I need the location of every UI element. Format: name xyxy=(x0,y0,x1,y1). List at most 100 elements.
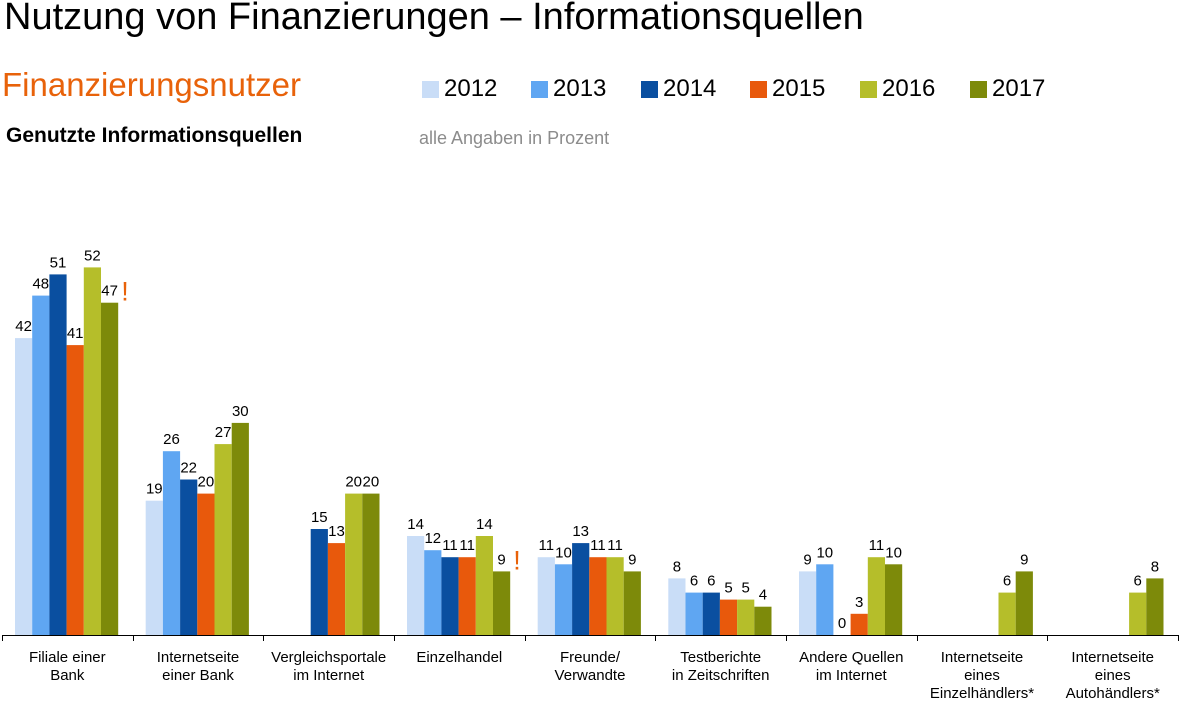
data-label-2013-cat4: 10 xyxy=(555,544,572,561)
bar-2016-cat0 xyxy=(83,267,101,635)
legend-item-2014: 2014 xyxy=(641,75,716,103)
data-label-2014-cat6: 0 xyxy=(838,615,846,632)
bar-2015-cat2 xyxy=(327,543,346,635)
subtitle: Finanzierungsnutzer xyxy=(2,66,301,103)
data-label-2016-cat1: 27 xyxy=(215,424,232,441)
legend-swatch-2016 xyxy=(860,80,877,98)
data-label-2017-cat7: 9 xyxy=(1020,551,1028,568)
data-label-2017-cat5: 4 xyxy=(759,587,767,604)
category-label-6: Andere Quellen im Internet xyxy=(799,649,903,684)
data-label-2012-cat4: 11 xyxy=(539,537,555,554)
data-label-2013-cat5: 6 xyxy=(690,573,698,590)
data-label-2015-cat5: 5 xyxy=(724,580,732,597)
data-label-2014-cat3: 11 xyxy=(442,537,458,554)
bar-2015-cat1 xyxy=(197,493,215,635)
category-label-7: Internetseite eines Einzelhändlers* xyxy=(930,649,1034,701)
data-label-2012-cat3: 14 xyxy=(407,516,424,533)
data-label-2017-cat1: 30 xyxy=(232,403,249,420)
data-label-2016-cat7: 6 xyxy=(1003,573,1011,590)
legend-item-2017: 2017 xyxy=(970,75,1045,103)
data-label-2013-cat6: 10 xyxy=(816,544,833,561)
legend-item-2015: 2015 xyxy=(750,75,825,103)
legend-label-2015: 2015 xyxy=(772,75,826,102)
data-label-2014-cat1: 22 xyxy=(180,460,197,477)
bar-2016-cat2 xyxy=(345,493,363,635)
data-label-2017-cat3: 9 xyxy=(497,551,505,568)
legend-swatch-2014 xyxy=(641,80,658,98)
bar-2016-cat4 xyxy=(606,557,624,635)
bar-2017-cat8 xyxy=(1146,578,1164,635)
bar-2012-cat4 xyxy=(537,557,555,635)
units-note: alle Angaben in Prozent xyxy=(419,128,610,148)
page-title: Nutzung von Finanzierungen – Information… xyxy=(4,0,864,38)
bar-2014-cat3 xyxy=(441,557,459,635)
alert-mark-0: ! xyxy=(121,277,129,307)
legend-item-2016: 2016 xyxy=(860,75,935,103)
data-label-2016-cat3: 14 xyxy=(476,516,493,533)
data-label-2015-cat0: 41 xyxy=(67,325,84,342)
data-label-2012-cat0: 42 xyxy=(15,318,32,335)
data-label-2016-cat5: 5 xyxy=(742,580,750,597)
data-label-2017-cat4: 9 xyxy=(628,551,636,568)
legend-label-2012: 2012 xyxy=(444,75,498,102)
legend-item-2012: 2012 xyxy=(422,75,497,103)
data-label-2013-cat3: 12 xyxy=(424,530,441,547)
bar-2017-cat7 xyxy=(1015,571,1033,635)
bar-2014-cat1 xyxy=(180,479,198,635)
bar-2012-cat6 xyxy=(799,571,817,635)
legend-label-2017: 2017 xyxy=(992,75,1046,102)
data-label-2014-cat2: 15 xyxy=(311,509,328,526)
bar-2013-cat4 xyxy=(554,564,573,635)
legend-item-2013: 2013 xyxy=(531,75,606,103)
bar-2012-cat1 xyxy=(145,500,163,635)
bar-2015-cat5 xyxy=(719,599,738,635)
bar-2017-cat5 xyxy=(754,606,772,635)
bar-2017-cat6 xyxy=(885,564,903,635)
bar-2014-cat0 xyxy=(49,274,67,635)
data-label-2016-cat8: 6 xyxy=(1134,573,1142,590)
category-label-8: Internetseite eines Autohändlers* xyxy=(1066,649,1160,701)
data-label-2015-cat1: 20 xyxy=(198,474,215,491)
bar-2017-cat2 xyxy=(362,493,380,635)
section-title: Genutzte Informationsquellen xyxy=(6,124,303,147)
bar-2013-cat0 xyxy=(32,295,50,635)
data-label-2017-cat6: 10 xyxy=(885,544,902,561)
bar-2016-cat3 xyxy=(475,536,493,635)
data-label-2017-cat8: 8 xyxy=(1151,558,1159,575)
data-label-2012-cat5: 8 xyxy=(673,558,681,575)
category-label-5: Testberichte in Zeitschriften xyxy=(672,649,770,684)
data-label-2016-cat4: 11 xyxy=(607,537,623,554)
legend-label-2013: 2013 xyxy=(553,75,607,102)
data-label-2017-cat0: 47 xyxy=(101,283,118,300)
bar-2012-cat5 xyxy=(668,578,686,635)
bar-2016-cat5 xyxy=(737,599,755,635)
data-label-2017-cat2: 20 xyxy=(363,474,380,491)
bar-2016-cat6 xyxy=(867,557,885,635)
bar-2013-cat5 xyxy=(685,592,703,635)
bar-2014-cat4 xyxy=(572,543,590,635)
bar-2015-cat6 xyxy=(850,613,868,635)
legend-swatch-2013 xyxy=(531,80,548,98)
data-label-2016-cat0: 52 xyxy=(84,247,101,264)
bar-2017-cat0 xyxy=(101,302,119,635)
bar-2017-cat3 xyxy=(493,571,511,635)
bar-2016-cat1 xyxy=(214,444,232,635)
data-label-2013-cat0: 48 xyxy=(32,276,49,293)
category-label-1: Internetseite einer Bank xyxy=(157,649,240,684)
data-label-2013-cat1: 26 xyxy=(163,431,180,448)
bar-2014-cat2 xyxy=(310,529,328,636)
bar-2017-cat4 xyxy=(623,571,641,635)
data-label-2014-cat5: 6 xyxy=(707,573,715,590)
bar-2013-cat1 xyxy=(162,451,181,635)
category-label-3: Einzelhandel xyxy=(416,649,502,666)
bar-2016-cat8 xyxy=(1129,592,1147,635)
data-label-2015-cat3: 11 xyxy=(459,537,475,554)
category-label-4: Freunde/Verwandte xyxy=(555,649,626,684)
data-label-2015-cat2: 13 xyxy=(328,523,345,540)
data-label-2014-cat4: 13 xyxy=(572,523,589,540)
legend-label-2016: 2016 xyxy=(882,75,936,102)
legend-label-2014: 2014 xyxy=(663,75,717,102)
bar-2014-cat5 xyxy=(702,592,720,635)
data-label-2015-cat6: 3 xyxy=(855,594,863,611)
